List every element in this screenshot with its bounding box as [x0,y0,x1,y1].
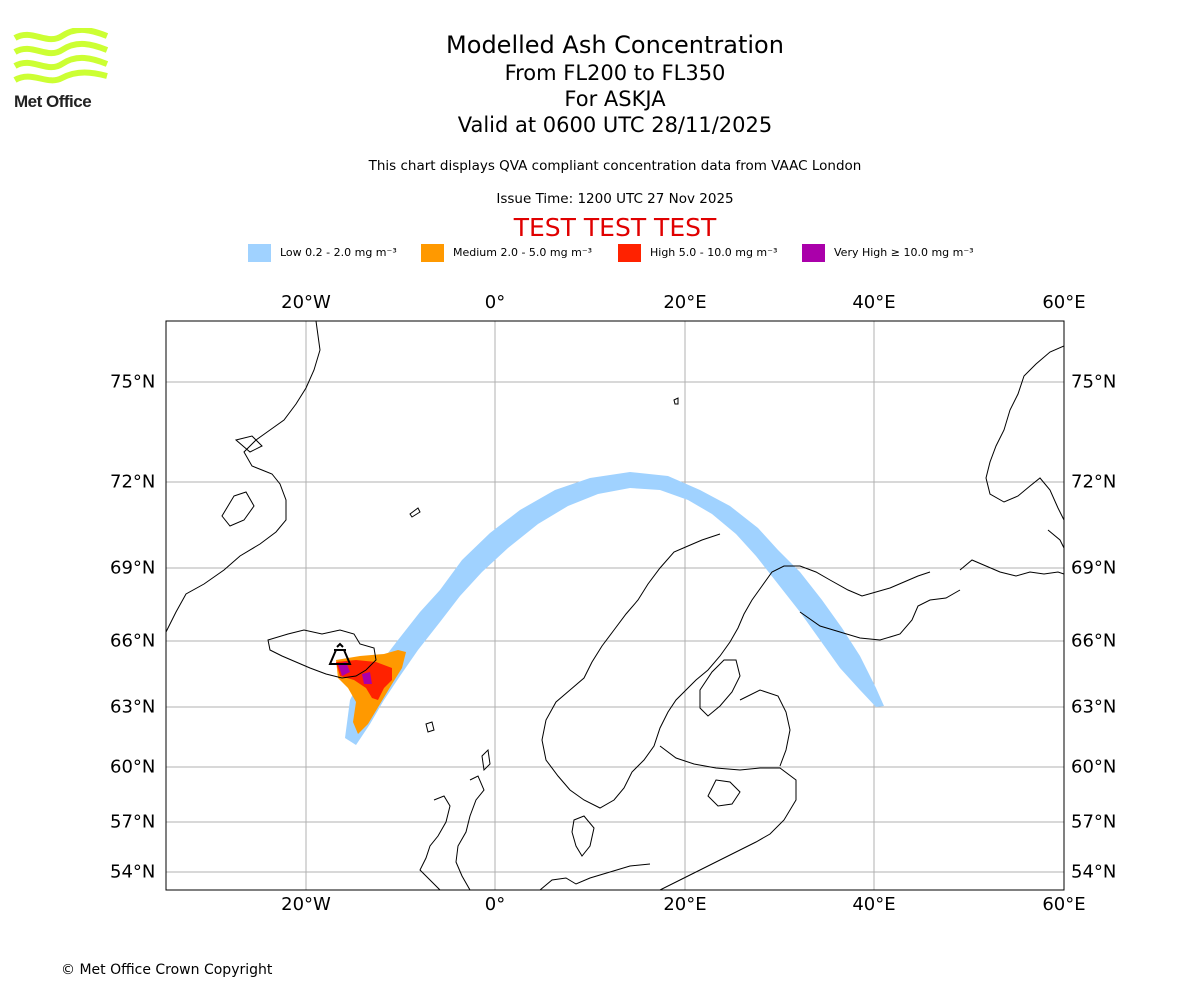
lat-label-right-54n: 54°N [1071,861,1117,883]
lat-label-right-60n: 60°N [1071,756,1117,778]
legend-high-label: High 5.0 - 10.0 mg m⁻³ [650,246,778,259]
lon-label-top-40e: 40°E [852,292,896,313]
ash-very-high-area [338,662,372,684]
lon-label-bottom-20e: 20°E [663,894,707,915]
lat-label-left-69n: 69°N [110,557,156,579]
lat-label-right-57n: 57°N [1071,811,1117,833]
title-line-3: For ASKJA [564,87,666,111]
map-frame [165,320,1065,891]
lon-label-top-0: 0° [484,292,506,313]
lat-label-right-69n: 69°N [1071,557,1117,579]
lon-label-bottom-20w: 20°W [281,894,331,915]
lon-label-top-60e: 60°E [1042,292,1086,313]
lat-label-left-60n: 60°N [110,756,156,778]
issue-time: Issue Time: 1200 UTC 27 Nov 2025 [496,191,734,207]
lat-label-left-57n: 57°N [110,811,156,833]
legend-medium-swatch [421,244,444,262]
lat-label-right-75n: 75°N [1071,371,1117,393]
qva-note: This chart displays QVA compliant concen… [368,158,862,174]
legend-medium-label: Medium 2.0 - 5.0 mg m⁻³ [453,246,593,259]
volcano-icon [328,642,352,665]
title-line-2: From FL200 to FL350 [504,61,726,85]
legend-low-label: Low 0.2 - 2.0 mg m⁻³ [280,246,397,259]
lat-label-left-66n: 66°N [110,630,156,652]
graticule [166,321,1064,890]
copyright-notice: © Met Office Crown Copyright [61,962,273,978]
lat-label-right-63n: 63°N [1071,696,1117,718]
coastlines [166,321,1064,890]
lon-label-bottom-0: 0° [484,894,506,915]
legend-very-high-label: Very High ≥ 10.0 mg m⁻³ [834,246,974,259]
lat-label-right-66n: 66°N [1071,630,1117,652]
legend-high-swatch [618,244,641,262]
legend-low-swatch [248,244,271,262]
lon-label-top-20e: 20°E [663,292,707,313]
lat-label-left-63n: 63°N [110,696,156,718]
test-banner: TEST TEST TEST [513,213,717,242]
lon-label-top-20w: 20°W [281,292,331,313]
lat-label-right-72n: 72°N [1071,471,1117,493]
lat-label-left-72n: 72°N [110,471,156,493]
logo-text: Met Office [14,92,92,111]
title-line-4: Valid at 0600 UTC 28/11/2025 [457,113,773,137]
met-office-logo-icon [13,28,109,84]
lat-label-left-75n: 75°N [110,371,156,393]
lon-label-bottom-40e: 40°E [852,894,896,915]
legend-very-high-swatch [802,244,825,262]
chart-title: Modelled Ash Concentration From FL200 to… [0,30,1200,138]
lat-label-left-54n: 54°N [110,861,156,883]
lon-label-bottom-60e: 60°E [1042,894,1086,915]
ash-low-plume [345,472,884,745]
title-line-1: Modelled Ash Concentration [446,31,784,59]
